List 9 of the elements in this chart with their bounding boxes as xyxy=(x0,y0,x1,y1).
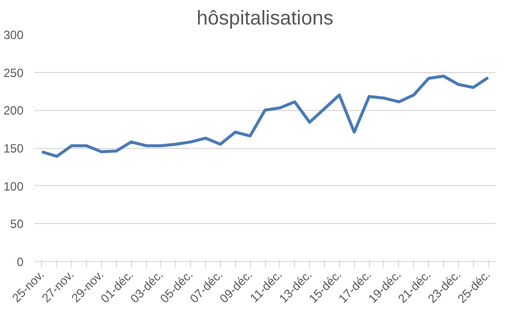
y-tick-label: 200 xyxy=(3,104,24,118)
y-tick-label: 0 xyxy=(16,255,24,269)
chart-title: hôspitalisations xyxy=(196,8,334,30)
y-tick-label: 150 xyxy=(3,142,24,156)
y-tick-label: 50 xyxy=(10,217,24,232)
y-tick-label: 250 xyxy=(3,66,24,80)
y-tick-label: 100 xyxy=(3,179,24,194)
y-tick-label: 300 xyxy=(3,28,24,42)
line-series xyxy=(40,74,490,158)
